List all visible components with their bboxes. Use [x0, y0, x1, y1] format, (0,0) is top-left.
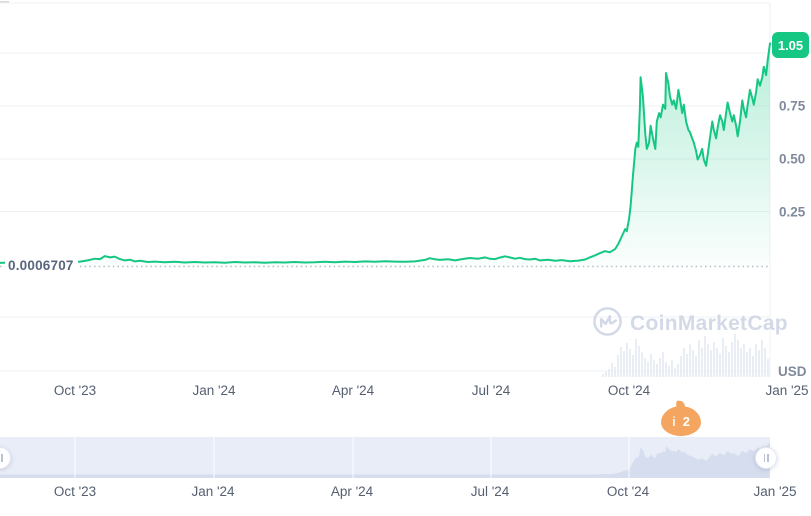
- y-axis-tick-050: 0.50: [779, 151, 806, 167]
- nav-tick-jan24: Jan '24: [191, 484, 235, 499]
- nav-tick-oct23: Oct '23: [53, 484, 97, 499]
- coinmarketcap-logo-icon: [592, 306, 623, 342]
- top-left-tick: [0, 1, 9, 3]
- x-tick-apr24: Apr '24: [331, 383, 375, 398]
- x-tick-jan25: Jan '25: [765, 383, 809, 398]
- annotation-badge[interactable]: i 2: [661, 406, 701, 436]
- watermark-text: CoinMarketCap: [630, 312, 788, 335]
- y-axis-tick-025: 0.25: [779, 204, 806, 220]
- x-tick-oct24: Oct '24: [607, 383, 651, 398]
- current-price-badge: 1.05: [772, 32, 809, 58]
- main-chart-area[interactable]: 0.0006707 0.75 0.50 0.25 1.05 CoinMarket…: [0, 0, 811, 380]
- y-axis-tick-075: 0.75: [779, 98, 806, 114]
- price-line-chart[interactable]: [0, 0, 811, 380]
- x-tick-oct23: Oct '23: [53, 383, 97, 398]
- nav-tick-oct24: Oct '24: [606, 484, 650, 499]
- annotation-count: 2: [682, 413, 690, 429]
- watermark: CoinMarketCap: [592, 306, 788, 342]
- info-icon: i: [672, 413, 676, 429]
- navigator-handle-right[interactable]: [755, 447, 777, 469]
- reference-price-label: 0.0006707: [5, 258, 78, 273]
- timeline-navigator[interactable]: [0, 437, 770, 478]
- x-tick-jul24: Jul '24: [471, 383, 511, 398]
- x-tick-jan24: Jan '24: [192, 383, 236, 398]
- navigator-mini-chart[interactable]: [0, 437, 770, 478]
- unit-label: USD: [778, 364, 807, 379]
- nav-tick-jan25: Jan '25: [753, 484, 797, 499]
- nav-tick-apr24: Apr '24: [330, 484, 374, 499]
- nav-tick-jul24: Jul '24: [470, 484, 510, 499]
